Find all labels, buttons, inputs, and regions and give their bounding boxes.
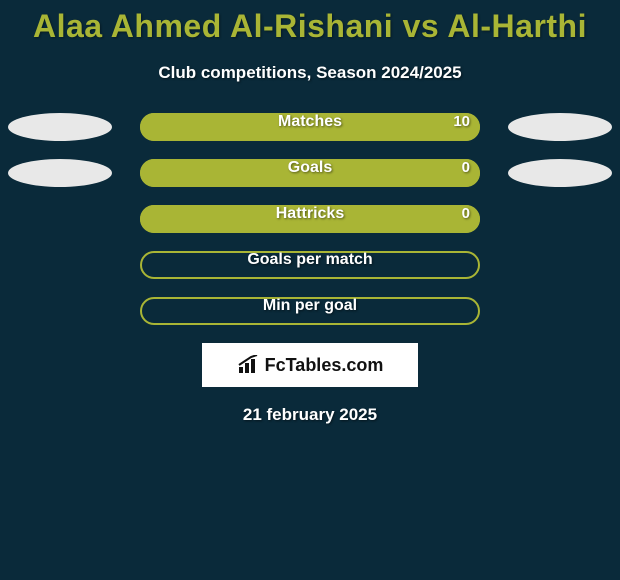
stat-value: 10 xyxy=(453,113,470,130)
bar-chart-icon xyxy=(237,355,261,375)
stat-row: Hattricks 0 xyxy=(0,205,620,233)
bar-fill xyxy=(140,113,480,141)
bar-outline xyxy=(140,251,480,279)
bar-fill xyxy=(140,159,480,187)
bar-fill xyxy=(140,205,480,233)
stat-bar: Goals 0 xyxy=(140,159,480,187)
stat-row: Matches 10 xyxy=(0,113,620,141)
left-value-ellipse xyxy=(8,159,112,187)
stat-bar: Matches 10 xyxy=(140,113,480,141)
stat-bar: Hattricks 0 xyxy=(140,205,480,233)
page-title: Alaa Ahmed Al-Rishani vs Al-Harthi xyxy=(0,0,620,45)
brand-box[interactable]: FcTables.com xyxy=(202,343,418,387)
right-value-ellipse xyxy=(508,159,612,187)
stat-row: Goals per match xyxy=(0,251,620,279)
bar-outline xyxy=(140,297,480,325)
left-value-ellipse xyxy=(8,113,112,141)
footer-date: 21 february 2025 xyxy=(0,405,620,425)
stat-value: 0 xyxy=(462,205,470,222)
stat-row: Min per goal xyxy=(0,297,620,325)
stat-row: Goals 0 xyxy=(0,159,620,187)
stat-bar: Goals per match xyxy=(140,251,480,279)
brand-text: FcTables.com xyxy=(265,355,384,376)
stat-value: 0 xyxy=(462,159,470,176)
right-value-ellipse xyxy=(508,113,612,141)
stat-bar: Min per goal xyxy=(140,297,480,325)
comparison-chart: Matches 10 Goals 0 Hattricks 0 G xyxy=(0,113,620,325)
page-subtitle: Club competitions, Season 2024/2025 xyxy=(0,63,620,83)
